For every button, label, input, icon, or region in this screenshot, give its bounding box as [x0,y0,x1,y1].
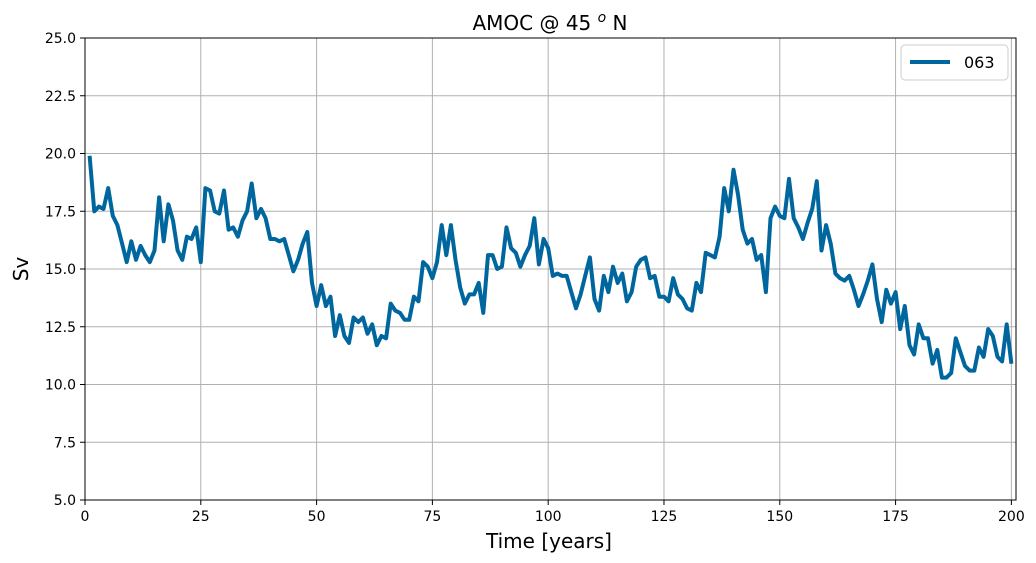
y-axis-label: Sv [9,257,33,282]
x-tick-label: 50 [308,509,326,525]
x-tick-label: 75 [423,509,441,525]
y-tick-label: 10.0 [45,378,76,394]
y-tick-label: 17.5 [45,204,76,220]
legend-box [900,44,1009,81]
y-tick-label: 5.0 [54,493,76,509]
y-tick-label: 12.5 [45,320,76,336]
series-line-063 [87,155,1014,380]
y-tick-label: 25.0 [45,31,76,47]
x-tick-label: 150 [766,509,793,525]
x-axis-ticks: 0 25 50 75 100 125 150 175 200 [81,500,1025,525]
x-tick-label: 100 [535,509,562,525]
y-tick-label: 15.0 [45,262,76,278]
x-tick-label: 0 [81,509,90,525]
x-tick-label: 125 [651,509,678,525]
y-tick-label: 22.5 [45,89,76,105]
y-tick-label: 7.5 [54,435,76,451]
y-tick-label: 20.0 [45,147,76,163]
chart-title: AMOC @ 45 o N [472,10,627,35]
y-axis-ticks: 5.0 7.5 10.0 12.5 15.0 17.5 20.0 22.5 25.0 [45,31,85,509]
x-tick-label: 25 [192,509,210,525]
series-layer [87,155,1014,380]
legend-label: 063 [964,53,995,72]
legend: 063 [900,44,1009,81]
x-axis-label: Time [years] [485,529,612,553]
x-tick-label: 200 [998,509,1025,525]
x-tick-label: 175 [882,509,909,525]
